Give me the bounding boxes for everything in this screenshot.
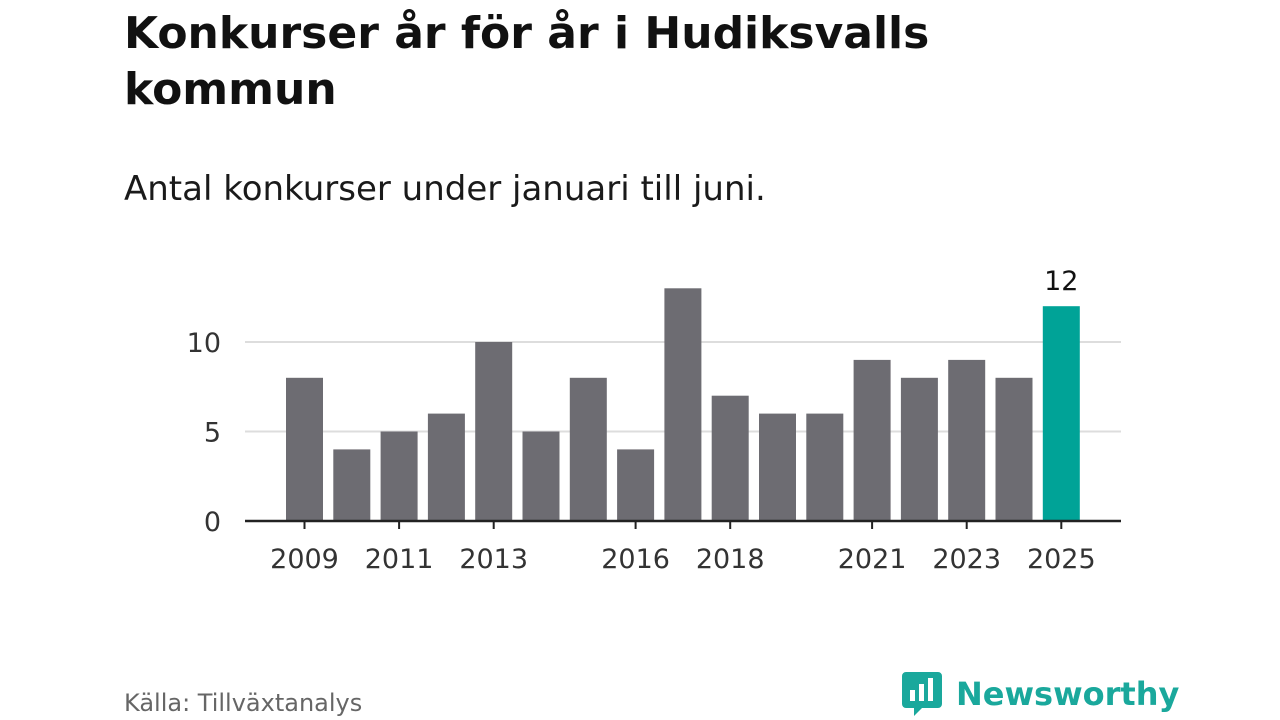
bar-2020 (806, 413, 844, 521)
bar-2023 (948, 359, 986, 521)
bar-2012 (427, 413, 465, 521)
x-tick-label: 2023 (932, 544, 1001, 575)
x-tick-label: 2021 (838, 544, 907, 575)
chart-subtitle: Antal konkurser under januari till juni. (124, 169, 766, 209)
bar-2013 (475, 342, 513, 521)
data-label: 12 (1044, 266, 1078, 297)
bar-2018 (711, 395, 749, 521)
bar-2022 (900, 377, 938, 521)
source-note: Källa: Tillväxtanalys (124, 689, 363, 717)
bar-2019 (759, 413, 796, 521)
x-tick-label: 2018 (696, 544, 765, 575)
bar-2015 (569, 377, 607, 521)
chart-title: Konkurser år för år i Hudiksvalls kommun (124, 8, 930, 115)
bar-2016 (617, 449, 655, 521)
bar-2014 (522, 431, 560, 521)
bar-chart-speech-bubble-icon (902, 672, 942, 716)
x-tick-label: 2013 (459, 544, 528, 575)
bar-2025 (1042, 306, 1080, 521)
x-tick-label: 2011 (365, 544, 434, 575)
bar-2017 (664, 288, 702, 521)
y-tick-label: 5 (204, 418, 221, 449)
y-tick-label: 0 (204, 507, 221, 538)
brand-logo: Newsworthy (902, 670, 1179, 718)
x-tick-label: 2009 (270, 544, 339, 575)
bar-2021 (853, 359, 891, 521)
bar-2010 (333, 449, 371, 521)
bar-2011 (380, 431, 418, 521)
bar-2024 (995, 377, 1033, 521)
bar-2009 (286, 377, 323, 521)
brand-name: Newsworthy (956, 675, 1180, 713)
y-tick-label: 10 (187, 328, 221, 359)
bar-chart: 0 5 10 2009 2011 2013 2016 2018 2021 2023 2025 12 (187, 266, 1121, 575)
x-tick-label: 2016 (601, 544, 670, 575)
x-tick-label: 2025 (1027, 544, 1096, 575)
